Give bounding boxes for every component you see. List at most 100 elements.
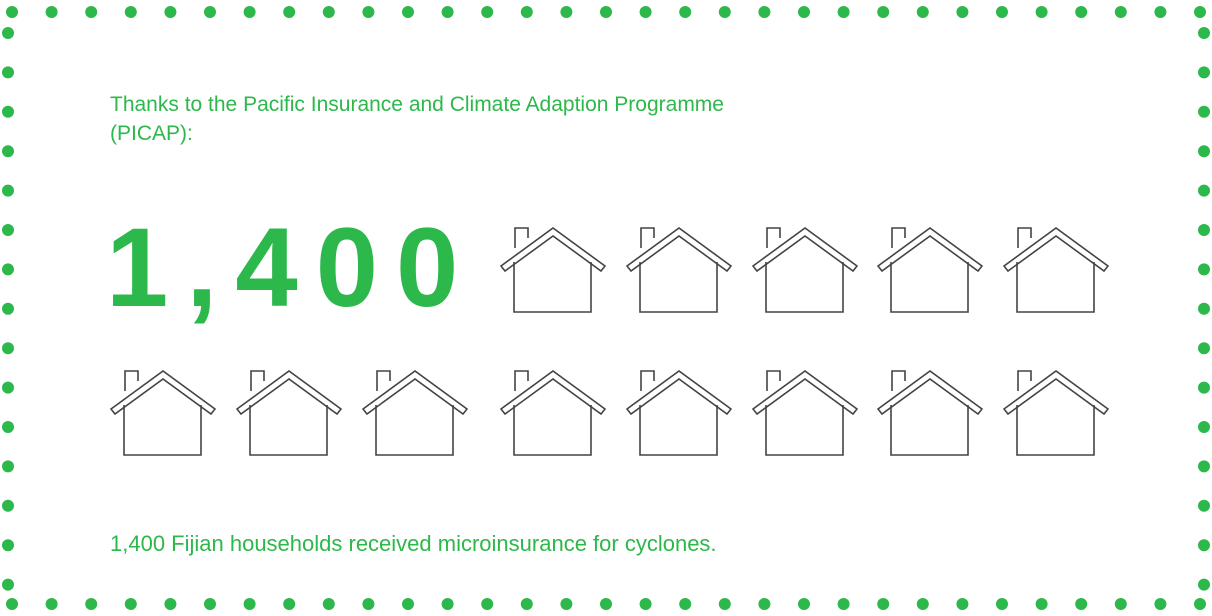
- house-icon: [500, 370, 606, 456]
- house-icon: [1003, 370, 1109, 456]
- border-dot: [837, 598, 850, 610]
- border-dot: [639, 6, 652, 18]
- border-dot: [877, 6, 890, 18]
- border-dot: [2, 263, 14, 276]
- house-icon: [236, 370, 342, 456]
- border-dot: [1198, 460, 1210, 473]
- border-dot: [2, 421, 14, 433]
- border-dot: [2, 302, 14, 315]
- border-dot: [243, 6, 256, 18]
- border-dot: [1114, 598, 1127, 610]
- border-dot: [877, 598, 890, 610]
- border-dot: [1154, 6, 1167, 18]
- border-dot: [2, 184, 14, 197]
- house-icon: [110, 370, 216, 456]
- border-dot: [1198, 224, 1210, 236]
- border-dot: [718, 6, 731, 18]
- border-dot: [956, 598, 969, 610]
- border-dot: [322, 6, 335, 18]
- border-dot: [1194, 6, 1206, 18]
- border-dot: [560, 598, 573, 610]
- border-dot: [1198, 27, 1210, 39]
- house-icon: [500, 227, 606, 313]
- border-dot: [1198, 499, 1210, 512]
- border-dot: [164, 6, 177, 18]
- border-dot: [362, 598, 375, 610]
- border-dot: [2, 539, 14, 552]
- border-dot: [679, 6, 692, 18]
- house-icon: [362, 370, 468, 456]
- border-dot: [362, 6, 375, 18]
- border-dot: [6, 598, 18, 610]
- border-dot: [124, 6, 137, 18]
- border-dot: [1198, 302, 1210, 315]
- border-dot: [837, 6, 850, 18]
- border-dot: [243, 598, 256, 610]
- caption-text: 1,400 Fijian households received microin…: [110, 531, 717, 556]
- border-dot: [2, 381, 14, 394]
- border-dot: [996, 6, 1008, 18]
- border-dot: [2, 578, 14, 591]
- border-dot: [639, 598, 652, 610]
- border-dot: [2, 499, 14, 512]
- border-dot: [283, 598, 296, 610]
- border-dot: [1154, 598, 1167, 610]
- border-dot: [798, 598, 810, 610]
- border-dot: [441, 6, 454, 18]
- border-dot: [520, 598, 533, 610]
- border-dot: [45, 6, 58, 18]
- house-icon: [1003, 227, 1109, 313]
- border-dot: [956, 6, 969, 18]
- border-dot: [2, 145, 14, 158]
- house-icon: [877, 227, 983, 313]
- border-dot: [1198, 263, 1210, 276]
- border-dot: [600, 6, 612, 18]
- border-dot: [402, 598, 414, 610]
- border-dot: [1075, 598, 1088, 610]
- border-dot: [85, 6, 98, 18]
- border-dot: [2, 27, 14, 39]
- house-icon: [626, 370, 732, 456]
- border-dot: [481, 598, 494, 610]
- border-dot: [996, 598, 1008, 610]
- border-dot: [1114, 6, 1127, 18]
- border-dot: [2, 105, 14, 118]
- border-dot: [6, 6, 18, 18]
- house-icon: [877, 370, 983, 456]
- intro-text: Thanks to the Pacific Insurance and Clim…: [110, 93, 724, 145]
- border-dot: [204, 598, 216, 610]
- border-dot: [1075, 6, 1088, 18]
- border-dot: [164, 598, 177, 610]
- border-dot: [600, 598, 612, 610]
- border-dot: [85, 598, 98, 610]
- border-dot: [1198, 539, 1210, 552]
- border-dot: [45, 598, 58, 610]
- border-dot: [1198, 145, 1210, 158]
- border-dot: [718, 598, 731, 610]
- border-dot: [679, 598, 692, 610]
- border-dot: [2, 66, 14, 79]
- border-dot: [2, 224, 14, 236]
- border-dot: [916, 598, 929, 610]
- border-dot: [2, 342, 14, 355]
- house-icon: [752, 227, 858, 313]
- border-dot: [1198, 578, 1210, 591]
- border-dot: [2, 460, 14, 473]
- border-dot: [441, 598, 454, 610]
- border-dot: [520, 6, 533, 18]
- border-dot: [1035, 598, 1048, 610]
- border-dot: [798, 6, 810, 18]
- border-dot: [560, 6, 573, 18]
- border-dot: [283, 6, 296, 18]
- border-dot: [322, 598, 335, 610]
- house-icon: [626, 227, 732, 313]
- border-dot: [758, 6, 771, 18]
- border-dot: [916, 6, 929, 18]
- border-dot: [1035, 6, 1048, 18]
- border-dot: [402, 6, 414, 18]
- border-dot: [124, 598, 137, 610]
- border-dot: [481, 6, 494, 18]
- border-dot: [1198, 66, 1210, 79]
